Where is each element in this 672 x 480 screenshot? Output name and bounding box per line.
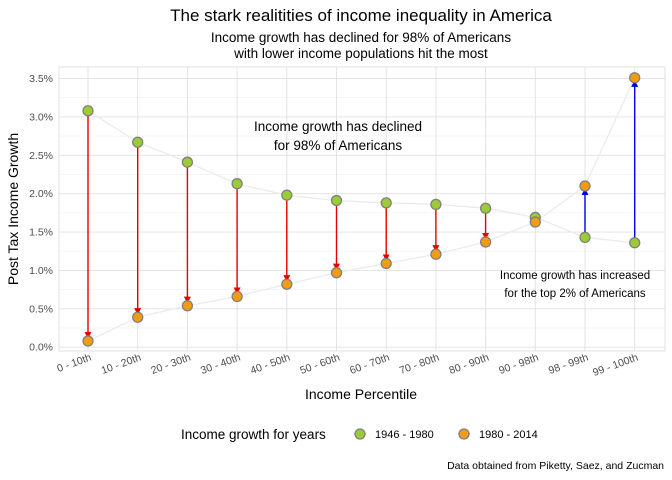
minor-gridlines	[59, 97, 665, 329]
trend-line-series-1	[87, 110, 635, 244]
point-series-2	[181, 300, 194, 312]
x-tick-label: 98 - 99th	[547, 351, 590, 377]
major-gridlines	[59, 67, 665, 351]
legend: Income growth for years 1946 - 1980 1980…	[181, 427, 538, 442]
point-series-1	[430, 198, 442, 211]
data-points	[82, 72, 641, 347]
y-tick-label: 1.5%	[29, 227, 53, 239]
y-tick-label: 0.0%	[29, 342, 53, 354]
annotation-increase-line-2: for the top 2% of Americans	[504, 288, 646, 300]
x-tick-label: 90 - 98th	[497, 351, 540, 377]
chart-subtitle-line-2: with lower income populations hit the mo…	[233, 46, 488, 61]
point-series-1	[330, 194, 343, 207]
point-series-2	[82, 335, 94, 347]
x-tick-label: 40 - 50th	[249, 351, 292, 377]
point-series-1	[181, 156, 194, 168]
panel-border	[58, 66, 666, 352]
point-series-1	[82, 105, 94, 117]
y-axis-ticks: 0.0% 0.5% 1.0% 1.5% 2.0% 2.5% 3.0% 3.5%	[29, 73, 53, 354]
x-tick-label: 10 - 20th	[100, 351, 143, 377]
y-tick-label: 0.5%	[29, 303, 53, 315]
legend-swatch-1980-2014	[458, 428, 470, 440]
point-series-2	[132, 311, 144, 323]
point-series-2	[380, 257, 392, 270]
y-tick-label: 3.0%	[29, 111, 53, 123]
point-series-2	[231, 290, 243, 303]
point-series-2	[629, 72, 641, 84]
point-series-2	[281, 278, 293, 290]
legend-swatch-1946-1980	[354, 428, 366, 440]
x-tick-label: 80 - 90th	[448, 351, 491, 377]
legend-label-1946-1980: 1946 - 1980	[375, 429, 434, 441]
chart-subtitle-line-1: Income growth has declined for 98% of Am…	[211, 30, 511, 45]
x-tick-label: 0 - 10th	[55, 351, 93, 375]
chart-caption: Data obtained from Piketty, Saez, and Zu…	[447, 460, 664, 472]
legend-title: Income growth for years	[181, 427, 326, 442]
point-series-1	[231, 178, 243, 190]
x-tick-label: 50 - 60th	[298, 351, 341, 377]
x-tick-label: 99 - 100th	[591, 351, 640, 379]
point-series-1	[479, 202, 492, 214]
chart-title: The stark realitities of income inequali…	[170, 6, 552, 25]
x-tick-label: 70 - 80th	[398, 351, 441, 377]
legend-label-1980-2014: 1980 - 2014	[479, 429, 538, 441]
point-series-1	[380, 197, 392, 209]
point-series-2	[430, 248, 442, 260]
plot-panel	[58, 66, 666, 352]
point-series-1	[579, 231, 591, 244]
change-arrows	[84, 79, 639, 339]
y-tick-label: 2.5%	[29, 150, 53, 162]
y-tick-label: 2.0%	[29, 188, 53, 200]
annotation-decline-line-2: for 98% of Americans	[274, 138, 403, 153]
point-series-2	[579, 180, 591, 192]
y-tick-label: 3.5%	[29, 73, 53, 85]
point-series-1	[132, 136, 144, 148]
y-axis-title: Post Tax Income Growth	[5, 133, 21, 285]
point-series-2	[529, 216, 541, 228]
y-tick-label: 1.0%	[29, 265, 53, 277]
point-series-1	[281, 189, 293, 201]
point-series-1	[629, 237, 641, 249]
annotation-increase-line-1: Income growth has increased	[500, 270, 650, 282]
x-tick-label: 30 - 40th	[199, 351, 242, 377]
annotation-decline-line-1: Income growth has declined	[254, 119, 422, 134]
trend-line-series-2	[87, 77, 636, 342]
x-axis-title: Income Percentile	[305, 386, 417, 402]
point-series-2	[330, 267, 343, 279]
x-axis-ticks: 0 - 10th 10 - 20th 20 - 30th 30 - 40th 40 - …	[55, 351, 639, 379]
trend-lines	[87, 77, 636, 342]
x-tick-label: 60 - 70th	[348, 351, 391, 377]
x-tick-label: 20 - 30th	[149, 351, 192, 377]
point-series-2	[479, 236, 492, 248]
